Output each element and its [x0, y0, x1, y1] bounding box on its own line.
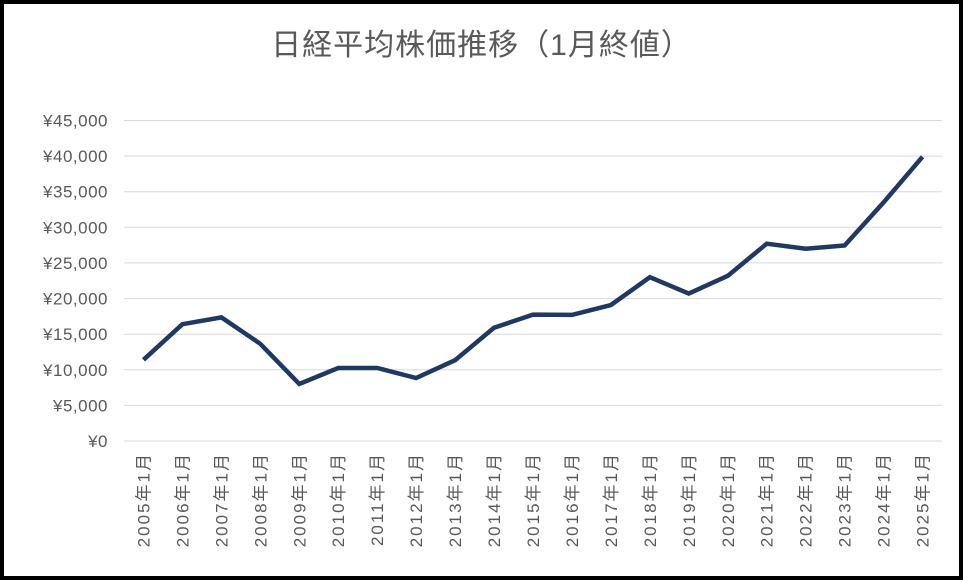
x-axis-tick-label: 2017年1月	[602, 452, 621, 547]
x-axis-tick-label: 2023年1月	[836, 452, 855, 547]
y-axis-tick-label: ¥15,000	[42, 325, 108, 344]
x-axis-tick-label: 2019年1月	[680, 452, 699, 547]
y-axis-tick-label: ¥20,000	[42, 290, 108, 309]
x-axis-tick-label: 2009年1月	[290, 452, 309, 547]
x-axis-tick-label: 2024年1月	[875, 452, 894, 547]
y-axis-tick-label: ¥25,000	[42, 254, 108, 273]
x-axis-tick-label: 2006年1月	[173, 452, 192, 547]
y-axis-tick-label: ¥10,000	[42, 361, 108, 380]
y-axis-tick-label: ¥35,000	[42, 183, 108, 202]
y-axis-tick-label: ¥5,000	[52, 396, 108, 415]
line-chart-plot-area: ¥45,000 ¥40,000 ¥35,000 ¥30,000 ¥25,000 ¥20,0…	[42, 112, 942, 547]
x-axis-tick-label: 2020年1月	[719, 452, 738, 547]
x-axis-tick-label: 2021年1月	[758, 452, 777, 547]
x-axis-tick-label: 2011年1月	[368, 452, 387, 546]
x-axis-tick-label: 2010年1月	[329, 452, 348, 547]
x-axis-tick-label: 2016年1月	[563, 452, 582, 547]
x-axis-tick-label: 2005年1月	[135, 452, 154, 547]
y-axis-tick-label: ¥40,000	[42, 147, 108, 166]
x-axis-tick-label: 2025年1月	[914, 452, 933, 547]
price-line-series	[141, 155, 925, 387]
x-axis-tick-label: 2013年1月	[446, 452, 465, 547]
x-axis-tick-label: 2022年1月	[797, 452, 816, 547]
x-axis-tick-label: 2015年1月	[524, 452, 543, 547]
x-axis-tick-label: 2007年1月	[212, 452, 231, 547]
x-axis-tick-label: 2012年1月	[407, 452, 426, 547]
x-axis-tick-label: 2014年1月	[485, 452, 504, 547]
y-axis-tick-label: ¥45,000	[42, 112, 108, 131]
x-axis-tick-label: 2018年1月	[641, 452, 660, 547]
chart-title: 日経平均株価推移（1月終値）	[271, 29, 692, 62]
y-axis-tick-label: ¥0	[87, 432, 108, 451]
x-axis-tick-label: 2008年1月	[251, 452, 270, 547]
y-axis-tick-label: ¥30,000	[42, 218, 108, 237]
